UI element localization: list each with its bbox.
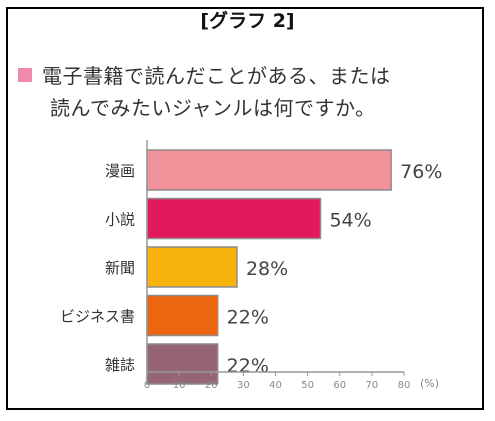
x-tick-label-1: 10 — [173, 380, 186, 391]
bar-3 — [146, 294, 219, 337]
x-tick-label-3: 30 — [237, 380, 250, 391]
x-tick-label-4: 40 — [269, 380, 282, 391]
bar-0 — [146, 149, 392, 191]
value-label-1: 54% — [329, 210, 371, 232]
category-label-1: 小説 — [105, 211, 135, 229]
x-tick-label-7: 70 — [366, 380, 379, 391]
bar-1 — [146, 197, 322, 240]
chart-title: [グラフ 2] — [200, 10, 295, 32]
x-unit-label: (%) — [420, 377, 439, 390]
question-line-2: 読んでみたいジャンルは何ですか。 — [50, 96, 376, 120]
bar-2 — [146, 246, 238, 288]
value-label-3: 22% — [227, 307, 269, 329]
value-label-2: 28% — [246, 258, 288, 280]
value-label-0: 76% — [400, 161, 442, 183]
x-tick-label-6: 60 — [333, 380, 346, 391]
category-label-4: 雑誌 — [105, 356, 135, 374]
value-label-4: 22% — [227, 355, 269, 377]
x-tick-label-5: 50 — [301, 380, 314, 391]
category-label-2: 新聞 — [105, 259, 135, 277]
bar-4 — [146, 343, 219, 385]
category-label-0: 漫画 — [105, 162, 135, 180]
x-tick-label-2: 20 — [205, 380, 218, 391]
x-tick-label-8: 80 — [398, 380, 411, 391]
square-bullet-icon — [18, 68, 32, 82]
x-tick-label-0: 0 — [144, 380, 150, 391]
category-label-3: ビジネス書 — [60, 308, 135, 326]
question-line-1: 電子書籍で読んだことがある、または — [42, 64, 391, 88]
